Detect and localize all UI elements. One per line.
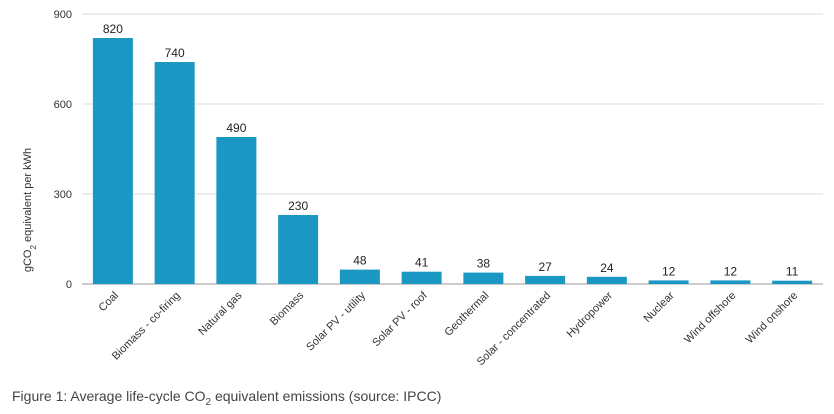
bar <box>525 275 566 284</box>
bar <box>772 280 813 284</box>
x-tick-label: Hydropower <box>565 289 616 340</box>
y-tick-label: 600 <box>54 99 72 111</box>
data-labels: 820 740 490 230 48 41 38 27 24 12 12 11 <box>103 22 799 279</box>
data-label: 24 <box>600 261 614 275</box>
data-label: 12 <box>724 264 738 278</box>
bar <box>339 269 380 284</box>
y-tick-label: 0 <box>66 279 72 291</box>
x-tick-label: Biomass - co-firing <box>110 290 183 363</box>
x-tick-label: Geothermal <box>442 290 491 339</box>
gridlines <box>82 13 823 285</box>
data-label: 27 <box>538 260 552 274</box>
data-label: 11 <box>786 265 799 279</box>
x-tick-label: Solar PV - roof <box>370 289 430 349</box>
data-label: 230 <box>288 199 308 213</box>
x-tick-label: Biomass <box>268 289 307 328</box>
x-tick-label: Wind offshore <box>682 290 738 346</box>
x-tick-label: Natural gas <box>196 289 245 338</box>
bar <box>648 280 689 284</box>
bar <box>463 272 504 284</box>
y-tick-label: 900 <box>54 9 72 21</box>
bars <box>92 38 813 284</box>
data-label: 48 <box>353 254 367 268</box>
data-label: 38 <box>477 257 491 271</box>
x-tick-label: Wind onshore <box>744 290 800 346</box>
bar <box>92 38 133 284</box>
caption-text-start: Figure 1: Average life-cycle CO <box>12 388 206 404</box>
y-tick-labels: 0 300 600 900 <box>54 9 72 291</box>
caption-subscript: 2 <box>205 396 212 408</box>
y-tick-label: 300 <box>54 189 72 201</box>
data-label: 740 <box>165 46 185 60</box>
data-label: 12 <box>662 264 676 278</box>
bar <box>586 276 627 284</box>
y-axis-label: gCO2 equivalent per kWh <box>22 148 38 272</box>
bar <box>710 280 751 284</box>
data-label: 490 <box>226 121 246 135</box>
bar <box>278 215 319 284</box>
data-label: 820 <box>103 22 123 36</box>
bar <box>401 271 442 284</box>
data-label: 41 <box>415 256 429 270</box>
x-tick-label: Coal <box>97 290 121 314</box>
caption-text-end: equivalent emissions (source: IPCC) <box>211 388 442 404</box>
bar <box>216 137 257 284</box>
x-tick-label: Solar PV - utility <box>304 289 368 353</box>
bar <box>154 62 195 284</box>
x-tick-label: Nuclear <box>641 289 677 325</box>
figure-caption: Figure 1: Average life-cycle CO2 equival… <box>12 388 441 408</box>
